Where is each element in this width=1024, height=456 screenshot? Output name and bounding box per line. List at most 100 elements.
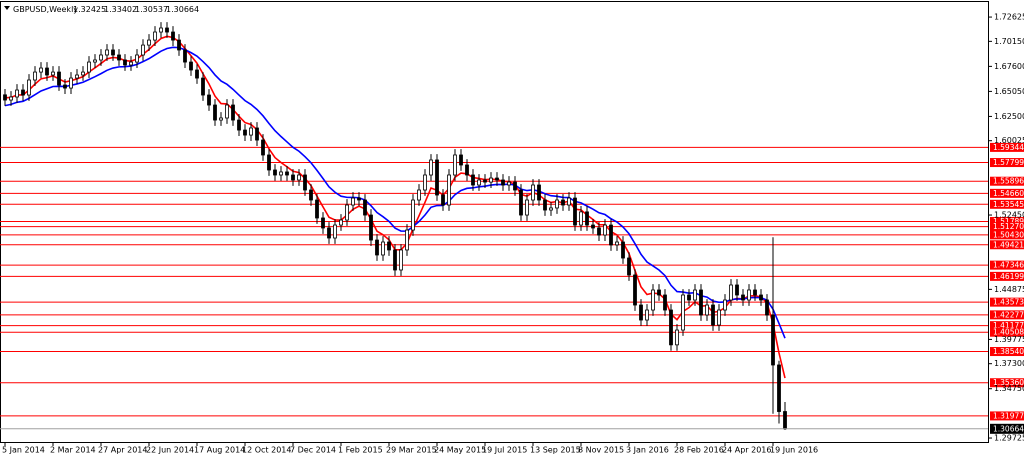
candle-body: [423, 174, 427, 191]
candle-body: [249, 127, 253, 136]
candle-body: [243, 129, 247, 136]
x-tick-label: 24 May 2015: [434, 446, 486, 455]
candle-body: [51, 71, 55, 76]
level-label-box: [990, 310, 1024, 320]
candle-body: [573, 197, 577, 226]
candle-body: [153, 31, 157, 41]
candle-body: [381, 241, 385, 256]
candle-body: [669, 309, 673, 346]
level-label-box: [990, 327, 1024, 337]
level-label-box: [990, 188, 1024, 198]
candle-body: [513, 181, 517, 191]
candle-body: [441, 194, 445, 206]
x-tick-label: 27 Apr 2014: [98, 446, 147, 455]
candle-body: [219, 117, 223, 121]
candle-body: [93, 59, 97, 63]
candle-body: [183, 49, 187, 63]
candle-body: [99, 54, 103, 61]
candle-body: [213, 104, 217, 121]
candle-body: [621, 241, 625, 259]
level-label-box: [990, 230, 1024, 240]
candle-body: [237, 119, 241, 131]
candle-body: [63, 84, 67, 89]
candle-body: [597, 227, 601, 236]
candle-body: [3, 94, 7, 101]
candle-body: [297, 174, 301, 181]
candle-body: [195, 69, 199, 79]
level-label-box: [990, 142, 1024, 152]
candle-body: [531, 184, 535, 201]
x-tick-label: 7 Dec 2014: [290, 446, 336, 455]
y-tick-label: 1.37300: [994, 359, 1024, 368]
candle-body: [33, 71, 37, 81]
level-label-box: [990, 347, 1024, 357]
candle-body: [765, 299, 769, 316]
candle-body: [783, 411, 787, 430]
candle-body: [663, 294, 667, 311]
candle-body: [717, 309, 721, 326]
candle-body: [735, 284, 739, 296]
x-tick-label: 22 Jun 2014: [146, 446, 194, 455]
candle-body: [537, 184, 541, 201]
candle-body: [657, 289, 661, 296]
x-tick-label: 13 Sep 2015: [530, 446, 581, 455]
candle-body: [627, 257, 631, 276]
candle-body: [579, 211, 583, 226]
level-label: 1.53545: [993, 200, 1024, 209]
level-label: 1.57799: [993, 158, 1024, 167]
candle-body: [711, 304, 715, 326]
level-label: 1.31977: [993, 411, 1024, 420]
level-label: 1.43573: [993, 298, 1024, 307]
level-label: 1.46199: [993, 272, 1024, 281]
candle-body: [327, 227, 331, 239]
candle-body: [543, 199, 547, 211]
y-tick-label: 1.44875: [994, 285, 1024, 294]
candle-body: [135, 54, 139, 63]
candle-body: [465, 164, 469, 176]
open-value: 1.32425: [73, 5, 106, 14]
x-tick-label: 1 Feb 2015: [338, 446, 383, 455]
candle-body: [309, 189, 313, 201]
candle-body: [171, 31, 175, 41]
candle-body: [723, 299, 727, 311]
candle-body: [159, 27, 163, 33]
candle-body: [747, 289, 751, 301]
candle-body: [429, 159, 433, 176]
x-tick-label: 28 Feb 2016: [674, 446, 724, 455]
candle-body: [45, 67, 49, 76]
y-tick-label: 1.72625: [994, 13, 1024, 22]
level-label: 1.50430: [993, 230, 1024, 239]
y-tick-label: 1.60025: [994, 136, 1024, 145]
candle-body: [633, 274, 637, 306]
candle-body: [351, 197, 355, 206]
candle-body: [603, 224, 607, 236]
candle-body: [525, 199, 529, 216]
y-tick-label: 1.65050: [994, 87, 1024, 96]
level-label: 1.59344: [993, 143, 1024, 152]
candle-body: [681, 294, 685, 331]
y-tick-label: 1.67600: [994, 62, 1024, 71]
candle-body: [321, 217, 325, 229]
candle-body: [177, 39, 181, 51]
level-label-box: [990, 199, 1024, 209]
candle-body: [771, 314, 775, 366]
candle-body: [273, 169, 277, 176]
candle-body: [519, 189, 523, 216]
y-tick-label: 1.39775: [994, 335, 1024, 344]
candle-body: [57, 71, 61, 86]
candle-body: [201, 77, 205, 96]
candle-body: [699, 289, 703, 316]
candle-body: [567, 197, 571, 206]
candle-body: [393, 249, 397, 271]
candle-body: [549, 207, 553, 211]
candle-body: [501, 179, 505, 186]
candle-body: [21, 89, 25, 96]
plot-area: [0, 22, 988, 431]
candle-body: [645, 309, 649, 321]
menu-arrow[interactable]: [4, 6, 10, 10]
high-value: 1.33402: [104, 5, 137, 14]
level-label: 1.55896: [993, 177, 1024, 186]
candle-body: [471, 174, 475, 186]
x-tick-label: 3 Jan 2016: [626, 446, 669, 455]
